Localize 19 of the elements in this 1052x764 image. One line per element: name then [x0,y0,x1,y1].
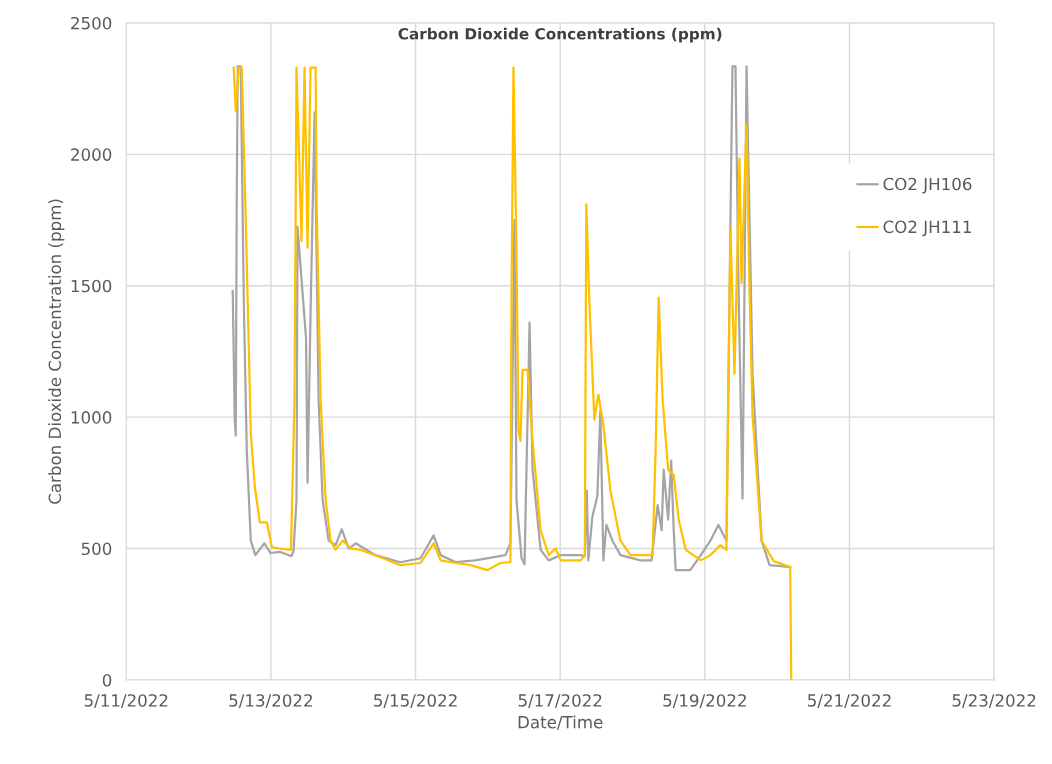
line-series [232,66,793,680]
x-tick-label: 5/13/2022 [229,694,312,709]
y-tick-label: 0 [102,673,112,687]
y-tick-label: 2500 [71,16,112,30]
x-tick-label: 5/19/2022 [663,694,746,709]
x-axis-title: Date/Time [518,715,603,730]
x-tick-label: 5/21/2022 [808,694,891,709]
y-tick-label: 500 [81,542,112,556]
y-tick-label: 2000 [71,148,112,161]
legend-label: CO2 JH111 [883,220,971,237]
y-tick-label: 1000 [71,411,112,424]
x-tick-label: 5/15/2022 [374,694,457,709]
y-tick-label: 1500 [71,279,112,293]
x-tick-label: 5/17/2022 [518,694,602,709]
y-axis-title: Carbon Dioxide Concentration (ppm) [48,199,65,504]
chart-title: Carbon Dioxide Concentrations (ppm) [398,27,722,43]
legend-label: CO2 JH106 [883,177,972,194]
x-tick-label: 5/23/2022 [952,694,1036,709]
x-tick-label: 5/11/2022 [84,694,168,709]
